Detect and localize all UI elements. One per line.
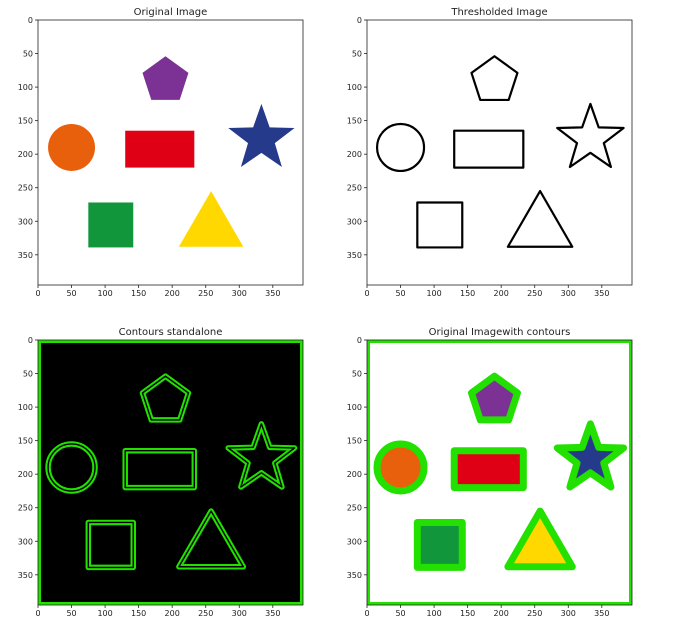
panel-title: Original Image — [134, 7, 208, 18]
y-tick-label: 300 — [347, 537, 362, 546]
y-tick-label: 250 — [18, 504, 33, 513]
x-tick-label: 50 — [66, 609, 76, 618]
y-tick-label: 150 — [347, 437, 362, 446]
x-tick-label: 350 — [265, 609, 280, 618]
circle-with-contour — [377, 444, 424, 491]
y-tick-label: 300 — [347, 217, 362, 226]
circle-shape — [48, 124, 95, 171]
x-tick-label: 50 — [395, 289, 405, 298]
x-tick-label: 150 — [460, 289, 475, 298]
y-tick-label: 200 — [18, 470, 33, 479]
y-tick-label: 350 — [18, 251, 33, 260]
x-tick-label: 150 — [460, 609, 475, 618]
x-tick-label: 350 — [594, 609, 609, 618]
y-tick-label: 100 — [347, 83, 362, 92]
x-tick-label: 250 — [198, 609, 213, 618]
x-tick-label: 350 — [265, 289, 280, 298]
x-tick-label: 100 — [426, 609, 441, 618]
y-tick-label: 300 — [18, 537, 33, 546]
panel-title: Original Imagewith contours — [429, 327, 571, 338]
y-tick-label: 350 — [347, 251, 362, 260]
x-tick-label: 0 — [364, 609, 369, 618]
x-tick-label: 250 — [527, 289, 542, 298]
panel-title: Contours standalone — [119, 327, 223, 338]
y-tick-label: 0 — [28, 16, 33, 25]
y-tick-label: 50 — [352, 50, 362, 59]
panel-original-with-contours: Original Imagewith contours 0 50 100 150 200 2… — [347, 327, 632, 618]
x-tick-label: 0 — [364, 289, 369, 298]
x-tick-label: 300 — [561, 289, 576, 298]
y-tick-label: 150 — [347, 117, 362, 126]
x-tick-label: 0 — [35, 289, 40, 298]
y-tick-label: 350 — [347, 571, 362, 580]
y-tick-label: 0 — [357, 16, 362, 25]
panel-original-image: Original Image 0 50 100 150 200 250 300 350 0 50 10… — [18, 7, 303, 298]
x-tick-label: 250 — [527, 609, 542, 618]
y-tick-label: 50 — [23, 370, 33, 379]
x-tick-label: 200 — [165, 609, 180, 618]
x-tick-label: 200 — [494, 289, 509, 298]
x-tick-label: 50 — [66, 289, 76, 298]
rectangle-shape — [125, 131, 194, 168]
x-tick-label: 100 — [426, 289, 441, 298]
y-tick-label: 150 — [18, 117, 33, 126]
x-tick-label: 250 — [198, 289, 213, 298]
x-tick-label: 200 — [494, 609, 509, 618]
y-tick-label: 100 — [347, 403, 362, 412]
y-tick-label: 200 — [347, 470, 362, 479]
y-tick-label: 100 — [18, 83, 33, 92]
x-tick-label: 150 — [131, 289, 146, 298]
y-tick-label: 200 — [18, 150, 33, 159]
y-tick-label: 250 — [18, 184, 33, 193]
x-tick-label: 300 — [232, 609, 247, 618]
x-tick-label: 100 — [97, 289, 112, 298]
x-tick-label: 350 — [594, 289, 609, 298]
x-tick-label: 200 — [165, 289, 180, 298]
y-tick-label: 250 — [347, 184, 362, 193]
rectangle-with-contour — [454, 451, 523, 488]
x-tick-label: 50 — [395, 609, 405, 618]
x-tick-label: 0 — [35, 609, 40, 618]
x-tick-label: 300 — [561, 609, 576, 618]
y-tick-label: 50 — [352, 370, 362, 379]
x-tick-label: 150 — [131, 609, 146, 618]
y-tick-label: 200 — [347, 150, 362, 159]
square-with-contour — [417, 522, 462, 567]
y-tick-label: 0 — [357, 336, 362, 345]
y-tick-label: 250 — [347, 504, 362, 513]
panel-contours-standalone: Contours standalone 0 50 100 150 200 250 300 350… — [18, 327, 303, 618]
y-tick-label: 0 — [28, 336, 33, 345]
x-tick-label: 300 — [232, 289, 247, 298]
panel-title: Thresholded Image — [450, 7, 547, 18]
x-tick-label: 100 — [97, 609, 112, 618]
y-tick-label: 300 — [18, 217, 33, 226]
y-tick-label: 150 — [18, 437, 33, 446]
y-tick-label: 50 — [23, 50, 33, 59]
y-tick-label: 350 — [18, 571, 33, 580]
panel-thresholded-image: Thresholded Image 0 50 100 150 200 250 300 350 0 5… — [347, 7, 632, 298]
y-tick-label: 100 — [18, 403, 33, 412]
square-shape — [88, 202, 133, 247]
